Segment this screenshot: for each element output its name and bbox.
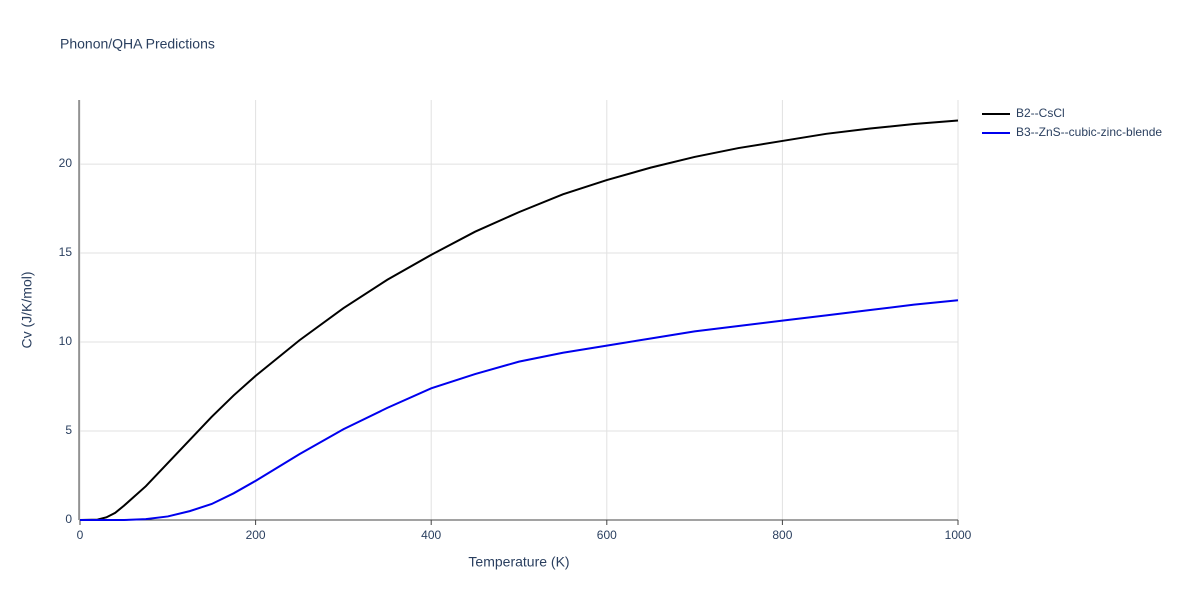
y-axis-title: Cv (J/K/mol) — [19, 272, 35, 349]
x-tick-label: 1000 — [945, 528, 972, 542]
y-tick-label: 0 — [65, 512, 72, 526]
y-tick-label: 5 — [65, 423, 72, 437]
x-tick-label: 800 — [772, 528, 792, 542]
legend-label: B3--ZnS--cubic-zinc-blende — [1016, 125, 1162, 139]
x-tick-label: 200 — [246, 528, 266, 542]
y-tick-label: 20 — [59, 156, 73, 170]
series-line — [79, 119, 959, 521]
series-line — [80, 299, 959, 521]
y-tick-label: 15 — [59, 245, 73, 259]
x-axis-title: Temperature (K) — [468, 554, 569, 570]
x-tick-label: 0 — [77, 528, 84, 542]
x-tick-label: 600 — [597, 528, 617, 542]
y-tick-label: 10 — [59, 334, 73, 348]
x-tick-label: 400 — [421, 528, 441, 542]
chart-title: Phonon/QHA Predictions — [60, 36, 215, 52]
legend-label: B2--CsCl — [1016, 106, 1065, 120]
